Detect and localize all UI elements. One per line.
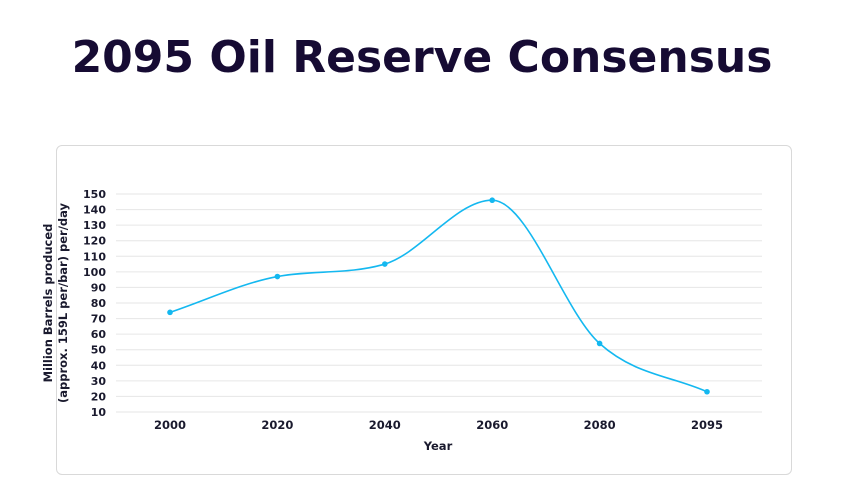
y-tick-label: 110 [83,250,106,263]
data-point-2060[interactable] [489,197,496,204]
x-tick-label: 2000 [154,418,186,432]
y-tick-label: 70 [91,313,107,326]
y-tick-label: 90 [91,281,107,294]
y-tick-label: 40 [91,359,107,372]
data-point-2020[interactable] [274,273,281,280]
y-tick-label: 50 [91,344,107,357]
x-tick-label: 2020 [261,418,293,432]
y-tick-label: 60 [91,328,107,341]
x-axis-ticks: 2000 2020 2040 2060 2080 2095 [154,418,723,432]
data-point-2040[interactable] [382,261,388,267]
y-tick-label: 140 [83,204,106,217]
y-axis-ticks: 10 20 30 40 50 60 70 80 90 100 110 120 130 140 150 [83,188,106,419]
data-point-2080[interactable] [596,340,603,347]
y-tick-label: 120 [83,235,106,248]
x-tick-label: 2060 [476,418,508,432]
x-axis-label: Year [423,439,453,453]
y-axis-label-line-2: (approx. 159L per/bar) per/day [56,202,70,403]
y-tick-label: 20 [91,390,107,403]
y-axis-label-line-1: Million Barrels produced [41,224,55,383]
y-tick-label: 150 [83,188,106,201]
y-tick-label: 80 [91,297,107,310]
y-tick-label: 10 [91,406,107,419]
x-tick-label: 2095 [691,418,723,432]
series-points [167,197,710,395]
data-point-2095[interactable] [704,388,710,395]
series-line [169,199,708,393]
y-tick-label: 130 [83,219,106,232]
y-tick-label: 100 [83,266,106,279]
chart-title: 2095 Oil Reserve Consensus [71,32,773,83]
y-tick-label: 30 [91,375,107,388]
x-tick-label: 2040 [369,418,401,432]
data-point-2000[interactable] [167,309,173,316]
x-tick-label: 2080 [584,418,616,432]
grid-lines [116,193,762,413]
